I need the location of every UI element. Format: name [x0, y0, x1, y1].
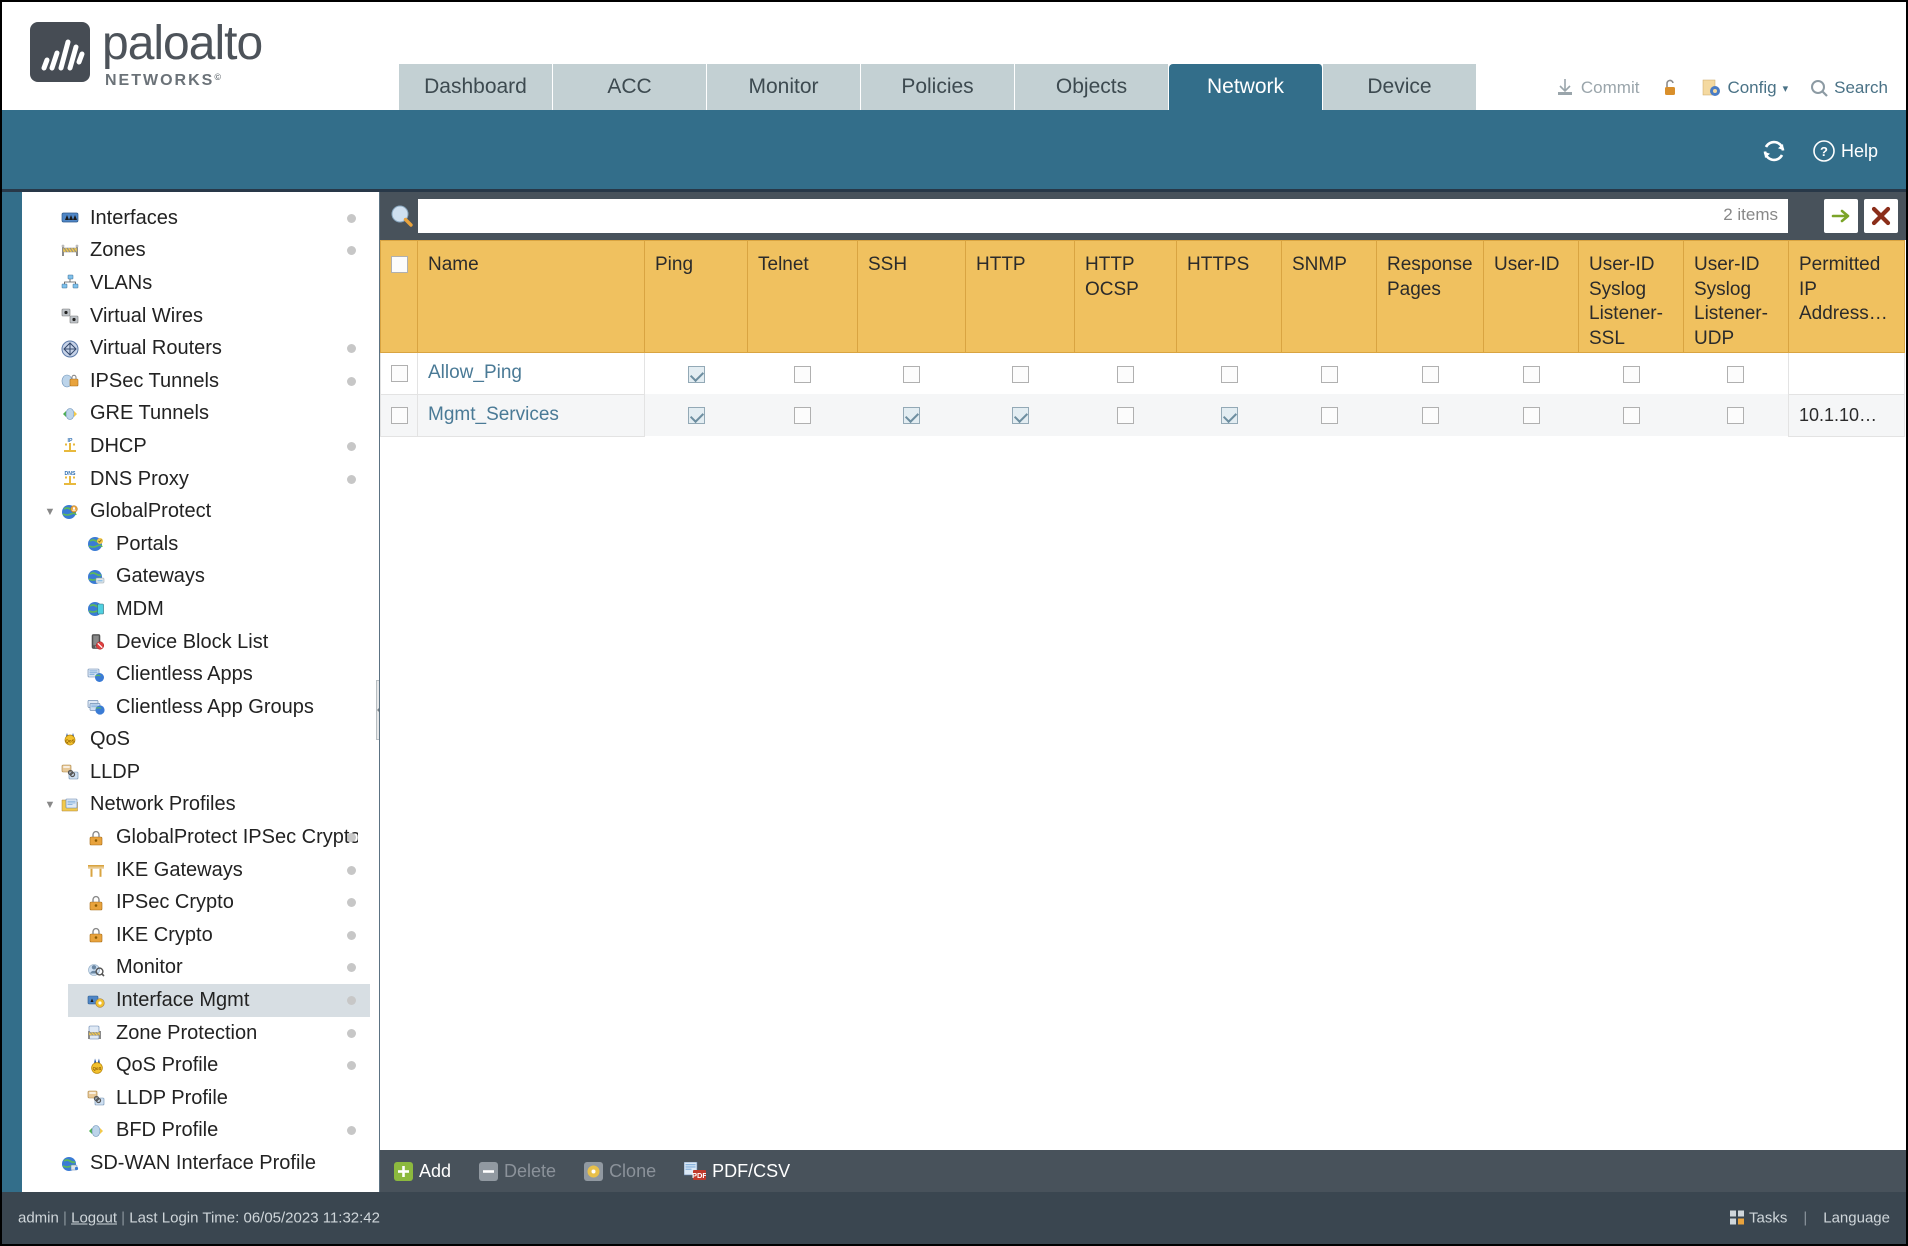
svg-text:QoS: QoS [65, 738, 74, 743]
svg-text:PDF: PDF [692, 1171, 706, 1180]
svg-text:QoS: QoS [93, 1066, 102, 1071]
svg-text:?: ? [1820, 144, 1828, 159]
